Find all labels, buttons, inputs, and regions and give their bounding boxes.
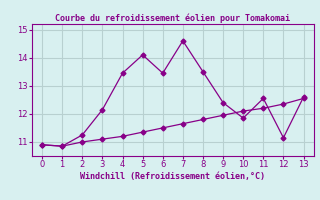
X-axis label: Windchill (Refroidissement éolien,°C): Windchill (Refroidissement éolien,°C) — [80, 172, 265, 181]
Title: Courbe du refroidissement éolien pour Tomakomai: Courbe du refroidissement éolien pour To… — [55, 14, 290, 23]
